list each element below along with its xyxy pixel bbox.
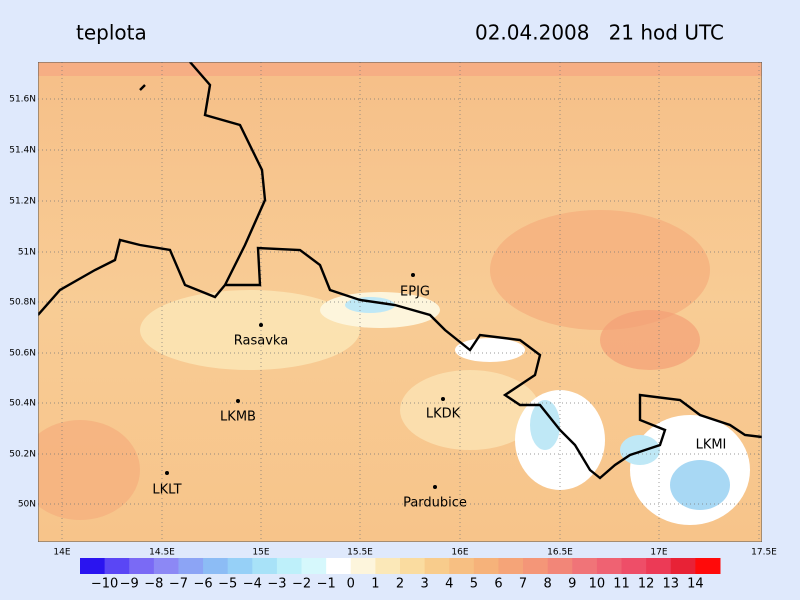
station-dot bbox=[259, 323, 263, 327]
lon-label: 14E bbox=[53, 548, 70, 558]
lat-label: 51.4N bbox=[9, 146, 36, 156]
color-swatch bbox=[523, 558, 549, 574]
colorbar-label: 5 bbox=[470, 577, 478, 592]
station-dot bbox=[165, 471, 169, 475]
lat-label: 50.6N bbox=[9, 349, 36, 359]
lat-label: 51N bbox=[18, 248, 36, 258]
lat-label: 50.8N bbox=[9, 298, 36, 308]
station-dot bbox=[411, 273, 415, 277]
stations: EPJG Rasavka LKMB LKDK LKLT Pardubice LKMI bbox=[152, 273, 726, 511]
colorbar-label: 11 bbox=[613, 577, 630, 592]
color-swatch bbox=[80, 558, 106, 574]
lon-label: 16E bbox=[451, 548, 468, 558]
station-label: LKMI bbox=[696, 438, 727, 453]
lon-label: 16.5E bbox=[547, 548, 573, 558]
temperature-field bbox=[38, 62, 762, 542]
color-swatch bbox=[646, 558, 672, 574]
colorbar-label: −2 bbox=[292, 577, 311, 592]
colorbar-label: 6 bbox=[494, 577, 502, 592]
colorbar-label: 10 bbox=[589, 577, 606, 592]
colorbar-label: 14 bbox=[687, 577, 704, 592]
lon-label: 15.5E bbox=[347, 548, 373, 558]
colorbar-label: 13 bbox=[662, 577, 679, 592]
color-swatch bbox=[203, 558, 229, 574]
lon-label: 17.5E bbox=[751, 548, 777, 558]
colorbar-label: 1 bbox=[371, 577, 379, 592]
color-swatch bbox=[547, 558, 573, 574]
title: teplota bbox=[76, 21, 147, 45]
lat-label: 50N bbox=[18, 500, 36, 510]
colorbar-label: −5 bbox=[218, 577, 237, 592]
axis-labels: 51.6N 51.4N 51.2N 51N 50.8N 50.6N 50.4N 50.2N 50… bbox=[9, 95, 777, 558]
colorbar-label: 12 bbox=[638, 577, 655, 592]
color-swatch bbox=[670, 558, 696, 574]
colorbar-label: 9 bbox=[568, 577, 576, 592]
color-swatch bbox=[129, 558, 155, 574]
colorbar-label: −4 bbox=[243, 577, 262, 592]
color-swatch bbox=[326, 558, 352, 574]
color-swatch bbox=[695, 558, 721, 574]
color-swatch bbox=[153, 558, 179, 574]
colorbar-label: 4 bbox=[445, 577, 453, 592]
station-dot bbox=[433, 485, 437, 489]
colorbar-label: −7 bbox=[169, 577, 188, 592]
lat-label: 50.2N bbox=[9, 450, 36, 460]
color-swatch bbox=[449, 558, 475, 574]
station-dot bbox=[236, 399, 240, 403]
color-swatch bbox=[178, 558, 204, 574]
colorbar-label: −1 bbox=[317, 577, 336, 592]
colorbar-label: 7 bbox=[519, 577, 527, 592]
lon-label: 14.5E bbox=[149, 548, 175, 558]
colorbar-label: −8 bbox=[144, 577, 163, 592]
color-swatch bbox=[621, 558, 647, 574]
station-label: EPJG bbox=[400, 285, 430, 300]
color-swatch bbox=[400, 558, 426, 574]
color-swatch bbox=[104, 558, 130, 574]
color-swatch bbox=[498, 558, 524, 574]
color-swatch bbox=[301, 558, 327, 574]
lat-label: 50.4N bbox=[9, 399, 36, 409]
colorbar-label: 3 bbox=[420, 577, 428, 592]
station-dot bbox=[441, 397, 445, 401]
grid bbox=[38, 62, 762, 542]
station-label: LKDK bbox=[426, 407, 461, 422]
color-swatch bbox=[227, 558, 253, 574]
colorbar-label: 8 bbox=[544, 577, 552, 592]
colorbar-label: −9 bbox=[120, 577, 139, 592]
colorbar-label: −6 bbox=[193, 577, 212, 592]
color-swatch bbox=[572, 558, 598, 574]
lat-label: 51.2N bbox=[9, 197, 36, 207]
time: 02.04.2008 21 hod UTC bbox=[475, 21, 724, 45]
colorbar-label: 0 bbox=[347, 577, 355, 592]
color-swatch bbox=[276, 558, 303, 574]
color-swatch bbox=[252, 558, 278, 574]
color-swatch bbox=[596, 558, 623, 574]
colorbar-label: −10 bbox=[91, 577, 118, 592]
station-label: Pardubice bbox=[403, 496, 467, 511]
lat-label: 51.6N bbox=[9, 95, 36, 105]
border bbox=[38, 62, 762, 480]
colorbar: −10 −9 −8 −7 −6 −5 −4 −3 −2 −1 0 1 2 3 4 5 6 7 8 9 10 11 12 13 1… bbox=[80, 558, 721, 592]
color-swatch bbox=[473, 558, 499, 574]
color-swatch bbox=[424, 558, 450, 574]
station-label: Rasavka bbox=[234, 334, 288, 349]
colorbar-label: −3 bbox=[267, 577, 286, 592]
color-swatch bbox=[375, 558, 401, 574]
lon-label: 15E bbox=[252, 548, 269, 558]
colorbar-label: 2 bbox=[396, 577, 404, 592]
station-label: LKLT bbox=[152, 483, 181, 498]
lon-label: 17E bbox=[650, 548, 667, 558]
station-label: LKMB bbox=[220, 410, 256, 425]
color-swatch bbox=[350, 558, 376, 574]
